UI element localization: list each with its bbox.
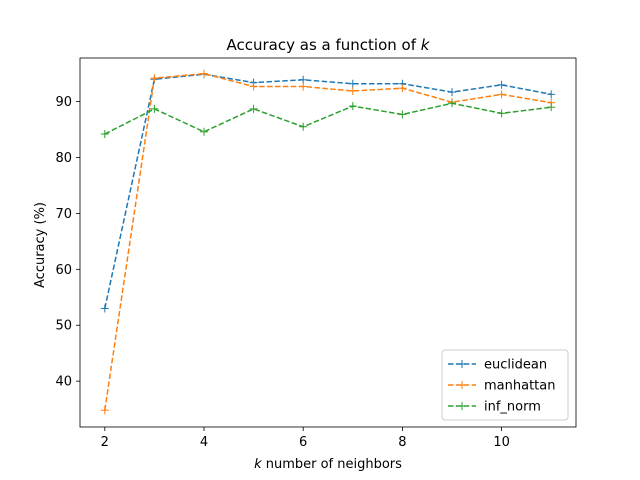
- data-point-euclidean: [547, 90, 556, 99]
- legend-box: [441, 349, 569, 421]
- data-point-inf_norm: [497, 109, 506, 118]
- data-point-manhattan: [249, 82, 258, 91]
- data-point-inf_norm: [348, 102, 357, 111]
- data-point-manhattan: [497, 90, 506, 99]
- data-point-inf_norm: [299, 122, 308, 131]
- legend-label: manhattan: [484, 379, 555, 394]
- x-tick-label: 10: [493, 435, 510, 450]
- data-point-inf_norm: [249, 104, 258, 113]
- y-axis-label: Accuracy (%): [33, 202, 48, 288]
- data-point-manhattan: [398, 84, 407, 93]
- x-tick-label: 6: [299, 435, 307, 450]
- plot-layer: [100, 69, 556, 415]
- plot-frame: [79, 57, 577, 428]
- axes-layer: 2 4 6 8 10 40 50 60 70 80 90: [55, 57, 577, 450]
- y-tick-label: 60: [55, 263, 72, 278]
- y-tick-label: 40: [55, 375, 72, 390]
- x-axis-label-var: k: [254, 457, 262, 472]
- data-point-inf_norm: [150, 104, 159, 113]
- legend: euclidean manhattan inf_norm: [441, 349, 569, 421]
- legend-entry-inf_norm: inf_norm: [448, 400, 541, 415]
- data-point-euclidean: [100, 304, 109, 313]
- data-point-manhattan: [150, 74, 159, 83]
- data-point-euclidean: [348, 79, 357, 88]
- series-line-manhattan: [104, 72, 552, 411]
- y-tick-label: 50: [55, 319, 72, 334]
- chart-title-prefix: Accuracy as a function of: [227, 36, 417, 54]
- data-point-euclidean: [448, 88, 456, 97]
- y-tick-label: 80: [55, 151, 72, 166]
- data-point-manhattan: [100, 406, 109, 415]
- data-point-manhattan: [200, 69, 208, 78]
- data-point-inf_norm: [200, 127, 208, 136]
- y-tick-label: 90: [55, 95, 72, 110]
- legend-label: inf_norm: [484, 400, 541, 415]
- data-point-inf_norm: [100, 130, 109, 139]
- data-point-euclidean: [299, 75, 308, 84]
- x-axis-label-text: number of neighbors: [266, 457, 402, 472]
- legend-label: euclidean: [484, 358, 547, 373]
- data-point-manhattan: [299, 82, 308, 91]
- data-point-inf_norm: [547, 103, 556, 112]
- chart-title: Accuracy as a function of k: [227, 36, 431, 54]
- data-point-manhattan: [348, 86, 357, 95]
- x-tick-label: 2: [101, 435, 109, 450]
- data-point-inf_norm: [448, 99, 456, 108]
- x-tick-label: 4: [200, 435, 208, 450]
- x-axis-label: k number of neighbors: [254, 457, 402, 472]
- legend-entry-euclidean: euclidean: [448, 358, 547, 373]
- data-point-inf_norm: [398, 110, 407, 119]
- series-line-inf_norm: [104, 102, 552, 135]
- legend-entry-manhattan: manhattan: [448, 379, 555, 394]
- x-tick-label: 8: [398, 435, 406, 450]
- data-point-euclidean: [497, 80, 506, 89]
- chart-title-var: k: [421, 36, 431, 54]
- y-tick-label: 70: [55, 207, 72, 222]
